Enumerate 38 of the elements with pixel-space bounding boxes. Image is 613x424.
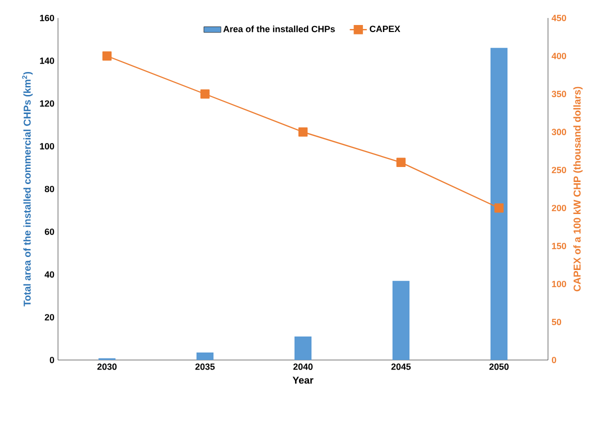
bar [196,352,214,360]
y2-tick-label: 300 [552,128,566,136]
y-tick-label: 100 [40,143,54,150]
y2-tick-label: 450 [552,14,566,22]
bar [294,336,312,360]
y2-tick-label: 0 [552,356,556,364]
y2-axis-title: CAPEX of a 100 kW CHP (thousand dollars) [573,86,583,292]
x-tick-label: 2035 [195,364,215,370]
y2-tick-label: 200 [552,204,566,212]
legend-label: CAPEX [370,26,400,32]
y-tick-label: 160 [40,14,54,22]
y2-tick-label: 100 [552,280,566,288]
x-tick-label: 2045 [391,364,411,370]
y-tick-label: 140 [40,58,54,64]
point [200,89,210,99]
x-axis-title: Year [292,376,314,384]
x-tick-label: 2050 [489,364,509,370]
y-axis-title: Total area of the installed commercial CHPs (km$^{2}$) [22,72,33,306]
bar [490,48,508,360]
x-tick-label: 2040 [293,364,313,370]
y-tick-label: 120 [40,100,54,107]
legend-label: Area of the installed CHPs [223,26,335,32]
y2-tick-label: 400 [552,52,566,60]
y2-tick-label: 50 [552,318,562,326]
y-tick-label: 40 [44,271,54,278]
y-tick-label: 20 [44,314,54,320]
x-tick-label: 2030 [97,364,117,370]
y2-tick-label: 250 [552,166,566,174]
y2-tick-label: 350 [552,90,566,98]
point [102,51,112,61]
y-tick-label: 0 [50,356,54,364]
point [396,158,406,167]
y2-tick-label: 150 [552,242,566,250]
point [298,127,308,137]
bar [392,280,410,360]
point [494,203,504,213]
y-tick-label: 60 [44,228,54,235]
y-tick-label: 80 [44,186,54,192]
